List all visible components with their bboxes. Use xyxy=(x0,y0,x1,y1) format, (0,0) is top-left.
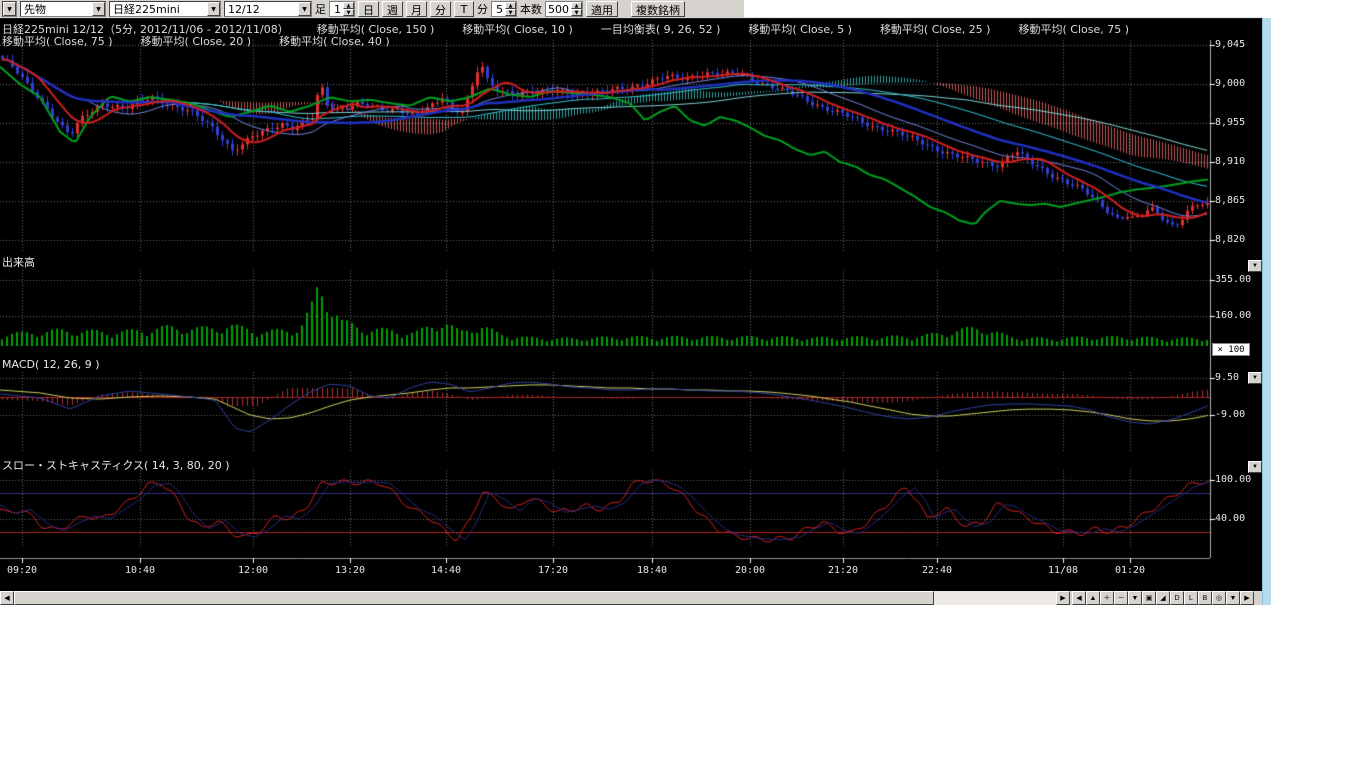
time-axis-label: 12:00 xyxy=(237,565,269,576)
chart-title: 日経225mini 12/12（5分, 2012/11/06 - 2012/11… xyxy=(2,23,289,36)
scroll-left-button[interactable]: ◀ xyxy=(0,591,14,605)
volume-pane-dropdown-button[interactable]: ▼ xyxy=(1248,260,1262,272)
stoch-axis-label: 100.00 xyxy=(1215,474,1252,485)
ashi-label: 足 xyxy=(315,3,326,16)
time-axis-label: 18:40 xyxy=(636,565,668,576)
chart-tool-button[interactable]: ▶ xyxy=(1240,591,1254,605)
minute-spinner[interactable]: 5 ▲ ▼ xyxy=(491,1,517,17)
spinner-up-icon[interactable]: ▲ xyxy=(505,2,516,9)
date-dropdown-value: 12/12 xyxy=(228,2,260,16)
time-axis-label: 01:20 xyxy=(1114,565,1146,576)
price-axis-label: 8,910 xyxy=(1215,156,1246,167)
indicator-label: 移動平均( Close, 150 ) xyxy=(316,23,435,36)
price-axis-label: 8,820 xyxy=(1215,234,1246,245)
period-button-minute[interactable]: 分 xyxy=(430,1,451,17)
chart-tool-buttons: ◀ ▲ ＋－ ▼ ▣ ◢ D L B ◎ ▼ ▶ xyxy=(1072,591,1254,605)
dropdown-arrow-icon: ▼ xyxy=(92,2,105,16)
main-toolbar: ▼ 先物 ▼ 日経225mini ▼ 12/12 ▼ 足 1 ▲ ▼ 日 週 月… xyxy=(0,0,744,18)
dropdown-arrow-icon: ▼ xyxy=(3,2,16,16)
chart-header-line2: 移動平均( Close, 75 ) 移動平均( Close, 20 ) 移動平均… xyxy=(2,33,390,49)
macd-axis-label: 9.50 xyxy=(1215,372,1240,383)
period-button-month[interactable]: 月 xyxy=(406,1,427,17)
bars-spinner[interactable]: 500 ▲ ▼ xyxy=(545,1,583,17)
interval-spinner-value: 1 xyxy=(334,2,341,16)
time-axis-label: 22:40 xyxy=(921,565,953,576)
time-axis-label: 17:20 xyxy=(537,565,569,576)
interval-spinner[interactable]: 1 ▲ ▼ xyxy=(329,1,355,17)
stoch-pane-dropdown-button[interactable]: ▼ xyxy=(1248,461,1262,473)
chart-tool-button[interactable]: ▣ xyxy=(1142,591,1156,605)
price-axis-label: 8,955 xyxy=(1215,117,1246,128)
stoch-axis-label: 40.00 xyxy=(1215,513,1246,524)
volume-multiplier-badge: × 100 xyxy=(1212,343,1250,356)
price-axis-label: 9,000 xyxy=(1215,78,1246,89)
chart-tool-button[interactable]: ◀ xyxy=(1072,591,1086,605)
indicator-label: 移動平均( Close, 40 ) xyxy=(279,35,390,48)
multi-symbol-button[interactable]: 複数銘柄 xyxy=(631,1,685,17)
indicator-label: 移動平均( Close, 75 ) xyxy=(2,35,113,48)
symbol-dropdown-value: 日経225mini xyxy=(113,3,180,16)
indicator-label: 一目均衡表( 9, 26, 52 ) xyxy=(600,23,721,36)
time-axis-label: 14:40 xyxy=(430,565,462,576)
chart-header-line1: 日経225mini 12/12（5分, 2012/11/06 - 2012/11… xyxy=(2,21,1129,37)
indicator-label: 移動平均( Close, 25 ) xyxy=(879,23,991,36)
time-axis-label: 13:20 xyxy=(334,565,366,576)
chart-tool-button[interactable]: － xyxy=(1114,591,1128,605)
price-axis-label: 8,865 xyxy=(1215,195,1246,206)
macd-axis-label: -9.00 xyxy=(1215,409,1246,420)
minute-spinner-value: 5 xyxy=(496,2,503,16)
time-axis-label: 09:20 xyxy=(6,565,38,576)
indicator-label: 移動平均( Close, 20 ) xyxy=(140,35,252,48)
chart-tool-button[interactable]: B xyxy=(1198,591,1212,605)
volume-pane-label: 出来高 xyxy=(2,256,35,269)
volume-axis-label: 160.00 xyxy=(1215,310,1252,321)
chart-tool-button[interactable]: ▼ xyxy=(1128,591,1142,605)
time-axis-label: 20:00 xyxy=(734,565,766,576)
market-dropdown-value: 先物 xyxy=(24,3,46,16)
dropdown-arrow-icon: ▼ xyxy=(207,2,220,16)
apply-button[interactable]: 適用 xyxy=(586,1,618,17)
spinner-down-icon[interactable]: ▼ xyxy=(343,9,354,16)
chart-tool-button[interactable]: ＋ xyxy=(1100,591,1114,605)
volume-axis-label: 355.00 xyxy=(1215,274,1252,285)
scrollbar-thumb[interactable] xyxy=(14,591,934,605)
symbol-dropdown[interactable]: 日経225mini ▼ xyxy=(109,1,221,17)
chart-tool-button[interactable]: ▼ xyxy=(1226,591,1240,605)
right-panel-strip xyxy=(1262,18,1271,605)
market-dropdown[interactable]: 先物 ▼ xyxy=(20,1,106,17)
horizontal-scrollbar: ◀ ▶ ◀ ▲ ＋－ ▼ ▣ ◢ D L B ◎ ▼ ▶ xyxy=(0,591,1262,605)
date-dropdown[interactable]: 12/12 ▼ xyxy=(224,1,312,17)
chart-tool-button[interactable]: ▲ xyxy=(1086,591,1100,605)
macd-pane-label: MACD( 12, 26, 9 ) xyxy=(2,358,100,371)
spinner-up-icon[interactable]: ▲ xyxy=(343,2,354,9)
time-axis-label: 10:40 xyxy=(124,565,156,576)
stoch-pane-label: スロー・ストキャスティクス( 14, 3, 80, 20 ) xyxy=(2,459,230,472)
time-axis-label: 21:20 xyxy=(827,565,859,576)
indicator-label: 移動平均( Close, 10 ) xyxy=(462,23,573,36)
indicator-label: 移動平均( Close, 75 ) xyxy=(1018,23,1130,36)
period-button-week[interactable]: 週 xyxy=(382,1,403,17)
macd-pane-dropdown-button[interactable]: ▼ xyxy=(1248,372,1262,384)
period-button-day[interactable]: 日 xyxy=(358,1,379,17)
spinner-down-icon[interactable]: ▼ xyxy=(571,9,582,16)
chart-tool-button[interactable]: ◢ xyxy=(1156,591,1170,605)
chart-tool-button[interactable]: L xyxy=(1184,591,1198,605)
scrollbar-track[interactable] xyxy=(14,591,1056,605)
minute-label: 分 xyxy=(477,3,488,16)
chart-tool-button[interactable]: D xyxy=(1170,591,1184,605)
chart-tool-button[interactable]: ◎ xyxy=(1212,591,1226,605)
spinner-up-icon[interactable]: ▲ xyxy=(571,2,582,9)
period-button-tick[interactable]: T xyxy=(454,1,474,17)
spinner-down-icon[interactable]: ▼ xyxy=(505,9,516,16)
dropdown-arrow-icon: ▼ xyxy=(298,2,311,16)
bars-spinner-value: 500 xyxy=(548,2,569,16)
chart-area[interactable] xyxy=(0,0,1262,591)
collapsed-dropdown[interactable]: ▼ xyxy=(2,1,17,17)
price-axis-label: 9,045 xyxy=(1215,39,1246,50)
indicator-label: 移動平均( Close, 5 ) xyxy=(748,23,852,36)
scroll-right-button[interactable]: ▶ xyxy=(1056,591,1070,605)
time-axis-label: 11/08 xyxy=(1047,565,1079,576)
bars-label: 本数 xyxy=(520,3,542,16)
